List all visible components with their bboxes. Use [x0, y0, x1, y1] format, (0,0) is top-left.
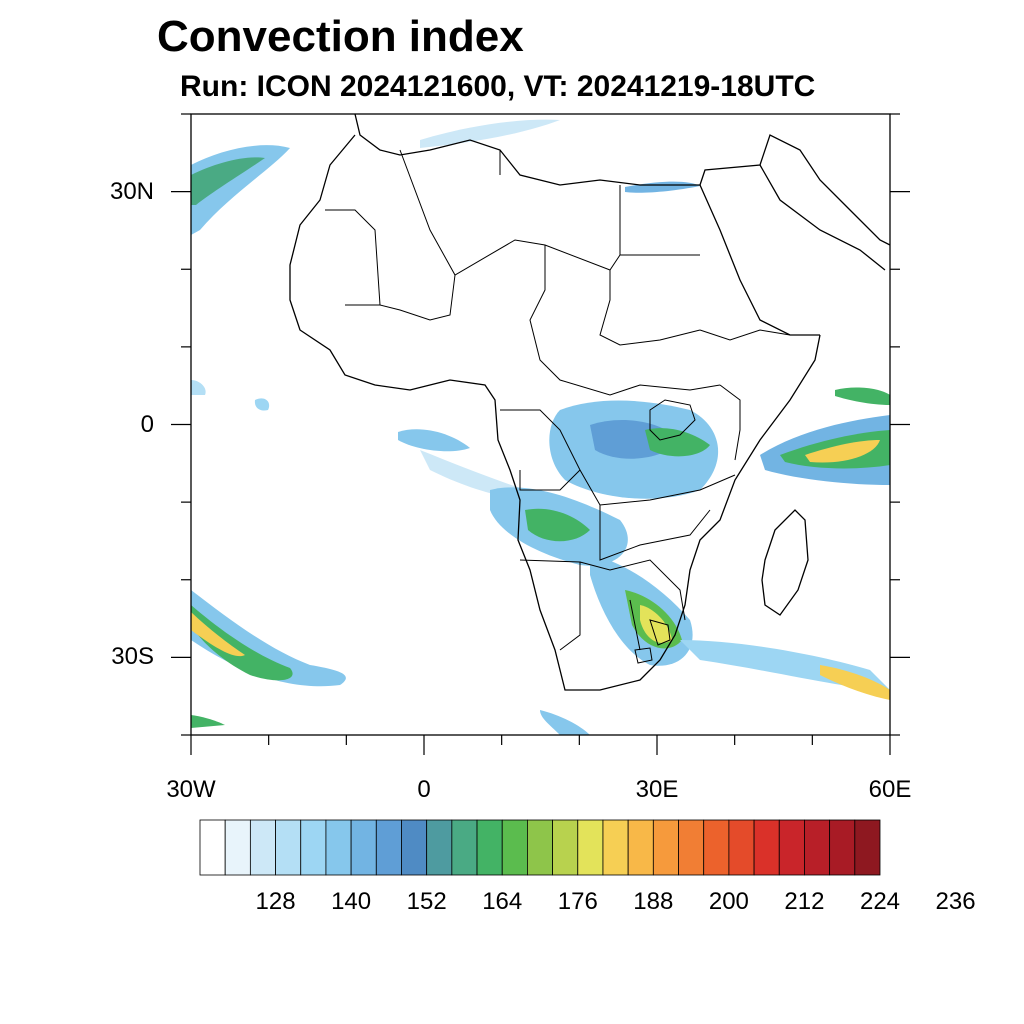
x-tick-label: 30E [635, 776, 679, 803]
field-guinea [398, 429, 470, 452]
field-indian-ocean-north [835, 387, 890, 405]
madagascar [761, 509, 809, 616]
field-lakes-core [645, 428, 710, 457]
north-coast [354, 114, 890, 246]
country-borders [325, 149, 791, 664]
red-sea-coast [699, 184, 820, 336]
field-sw-bottom [191, 715, 225, 728]
colorbar-tick-label: 236 [935, 888, 976, 915]
field-sw-atlantic-core [191, 612, 245, 657]
chart-title: Convection index [157, 12, 524, 61]
border-southern [519, 559, 686, 651]
y-tick-label: 30S [111, 643, 154, 671]
field-atlantic-edge [191, 380, 206, 395]
border-mauritania [325, 209, 381, 306]
y-tick-label: 30N [109, 177, 154, 205]
x-tick-label: 60E [868, 776, 912, 803]
y-tick-label: 0 [140, 410, 154, 438]
border-west [379, 150, 621, 321]
field-mediterranean [420, 119, 560, 148]
africa-west-south-coast [289, 134, 821, 691]
border-sahara [399, 149, 700, 276]
axis-ticks [171, 113, 910, 755]
coastlines [289, 114, 890, 691]
border-drc-zambia [579, 469, 736, 561]
border-ethiopia-kenya [699, 329, 791, 461]
border-chad-sudan [529, 245, 721, 396]
field-south-bottom [540, 710, 590, 735]
colorbar-tick-label: 176 [557, 888, 598, 915]
convection-field [191, 119, 890, 735]
colorbar-tick-label: 152 [406, 888, 447, 915]
border-eswatini-lesotho [634, 619, 671, 664]
colorbar-tick-label: 224 [859, 888, 901, 915]
field-southern-africa-core [640, 605, 672, 644]
colorbar-tick-label: 200 [708, 888, 749, 915]
colorbar-tick-label: 164 [482, 888, 523, 915]
colorbar-tick-label: 128 [255, 888, 296, 915]
colorbar-tick-label: 140 [331, 888, 372, 915]
chart-subtitle: Run: ICON 2024121600, VT: 20241219-18UTC [180, 70, 816, 103]
plot-background [191, 114, 890, 735]
x-tick-label: 0 [417, 776, 431, 803]
field-atlantic-small [254, 398, 270, 411]
arabia-coast [759, 164, 886, 271]
field-indian-ocean-core [805, 440, 880, 463]
field-sw-atlantic-mid [191, 605, 293, 681]
colorbar-tick-label: 188 [633, 888, 674, 915]
field-angola-core [525, 508, 590, 542]
colorbar-tick-label: 212 [784, 888, 825, 915]
lake-victoria [649, 399, 696, 441]
field-north-atlantic-core [191, 157, 265, 205]
field-se-coast-core [820, 665, 890, 700]
x-tick-label: 30W [166, 776, 216, 803]
border-sudan [599, 270, 701, 346]
